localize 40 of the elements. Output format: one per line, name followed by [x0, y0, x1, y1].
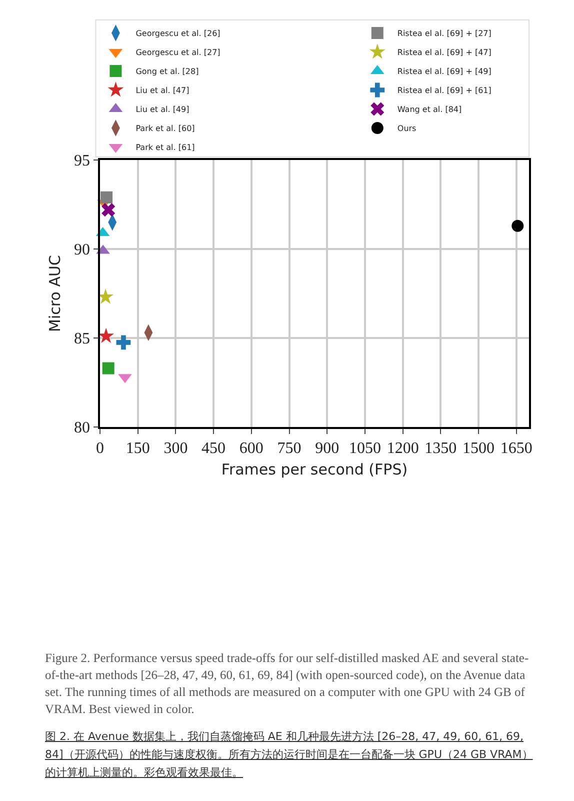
- point: [102, 203, 116, 217]
- legend-label: Liu et al. [47]: [136, 86, 190, 96]
- legend-label: Gong et al. [28]: [136, 67, 199, 76]
- legend-label: Park et al. [61]: [136, 143, 195, 152]
- x-axis-title: Frames per second (FPS): [221, 460, 408, 478]
- legend-label: Ours: [397, 124, 416, 134]
- legend-label: Liu et al. [49]: [136, 105, 190, 114]
- x-tick-label: 1050: [348, 440, 381, 457]
- legend-label: Georgescu et al. [27]: [136, 48, 220, 58]
- legend-label: Ristea el al. [69] + [27]: [397, 29, 492, 38]
- x-tick-label: 150: [126, 440, 150, 457]
- legend-label: Georgescu et al. [26]: [136, 29, 220, 38]
- x-tick-label: 900: [315, 440, 340, 457]
- point: [98, 288, 114, 304]
- y-tick-label: 80: [74, 420, 90, 437]
- x-tick-label: 1650: [500, 440, 532, 457]
- x-tick-label: 450: [202, 440, 226, 457]
- legend-label: Park et al. [60]: [136, 124, 195, 134]
- x-tick-label: 0: [96, 440, 104, 457]
- x-tick-label: 1350: [424, 440, 457, 457]
- caption: Figure 2. Performance versus speed trade-offs for our self-distilled masked AE and several state-of-the-art methods [26–28, 47, 49, 60, 61, 69, 84] (with open-sourced code), on the Avenue data set. The running times of all methods are measured on a computer with one GPU with 24 GB of VRAM. Best viewed in color.: [45, 650, 530, 718]
- x-tick-label: 300: [164, 440, 188, 457]
- point: [102, 362, 114, 374]
- point: [100, 191, 113, 204]
- y-axis-title: Micro AUC: [46, 255, 64, 332]
- point: [116, 335, 131, 350]
- y-tick-label: 90: [74, 242, 90, 259]
- legend-label: Ristea el al. [69] + [49]: [397, 67, 492, 76]
- point: [98, 328, 114, 344]
- legend-label: Ristea el al. [69] + [61]: [397, 86, 492, 96]
- x-tick-label: 750: [277, 440, 302, 457]
- caption: 图 2. 在 Avenue 数据集上，我们自蒸馏掩码 AE 和几种最先进方法 [26–28, 47, 49, 60, 61, 69, 84]（开源代码）的性能与速度权衡。所有方法的运行时间是在一台配备一块 GPU（24 GB VRAM）的计算机上测量的。彩色观看效果最佳。: [45, 729, 534, 781]
- point: [512, 220, 524, 232]
- y-tick-label: 85: [74, 330, 90, 348]
- x-tick-label: 600: [239, 440, 264, 457]
- y-tick-label: 95: [74, 152, 90, 170]
- legend-label: Ristea el al. [69] + [47]: [397, 48, 492, 58]
- x-tick-label: 1200: [386, 440, 419, 457]
- x-tick-label: 1500: [462, 440, 495, 457]
- legend-label: Wang et al. [84]: [397, 105, 462, 114]
